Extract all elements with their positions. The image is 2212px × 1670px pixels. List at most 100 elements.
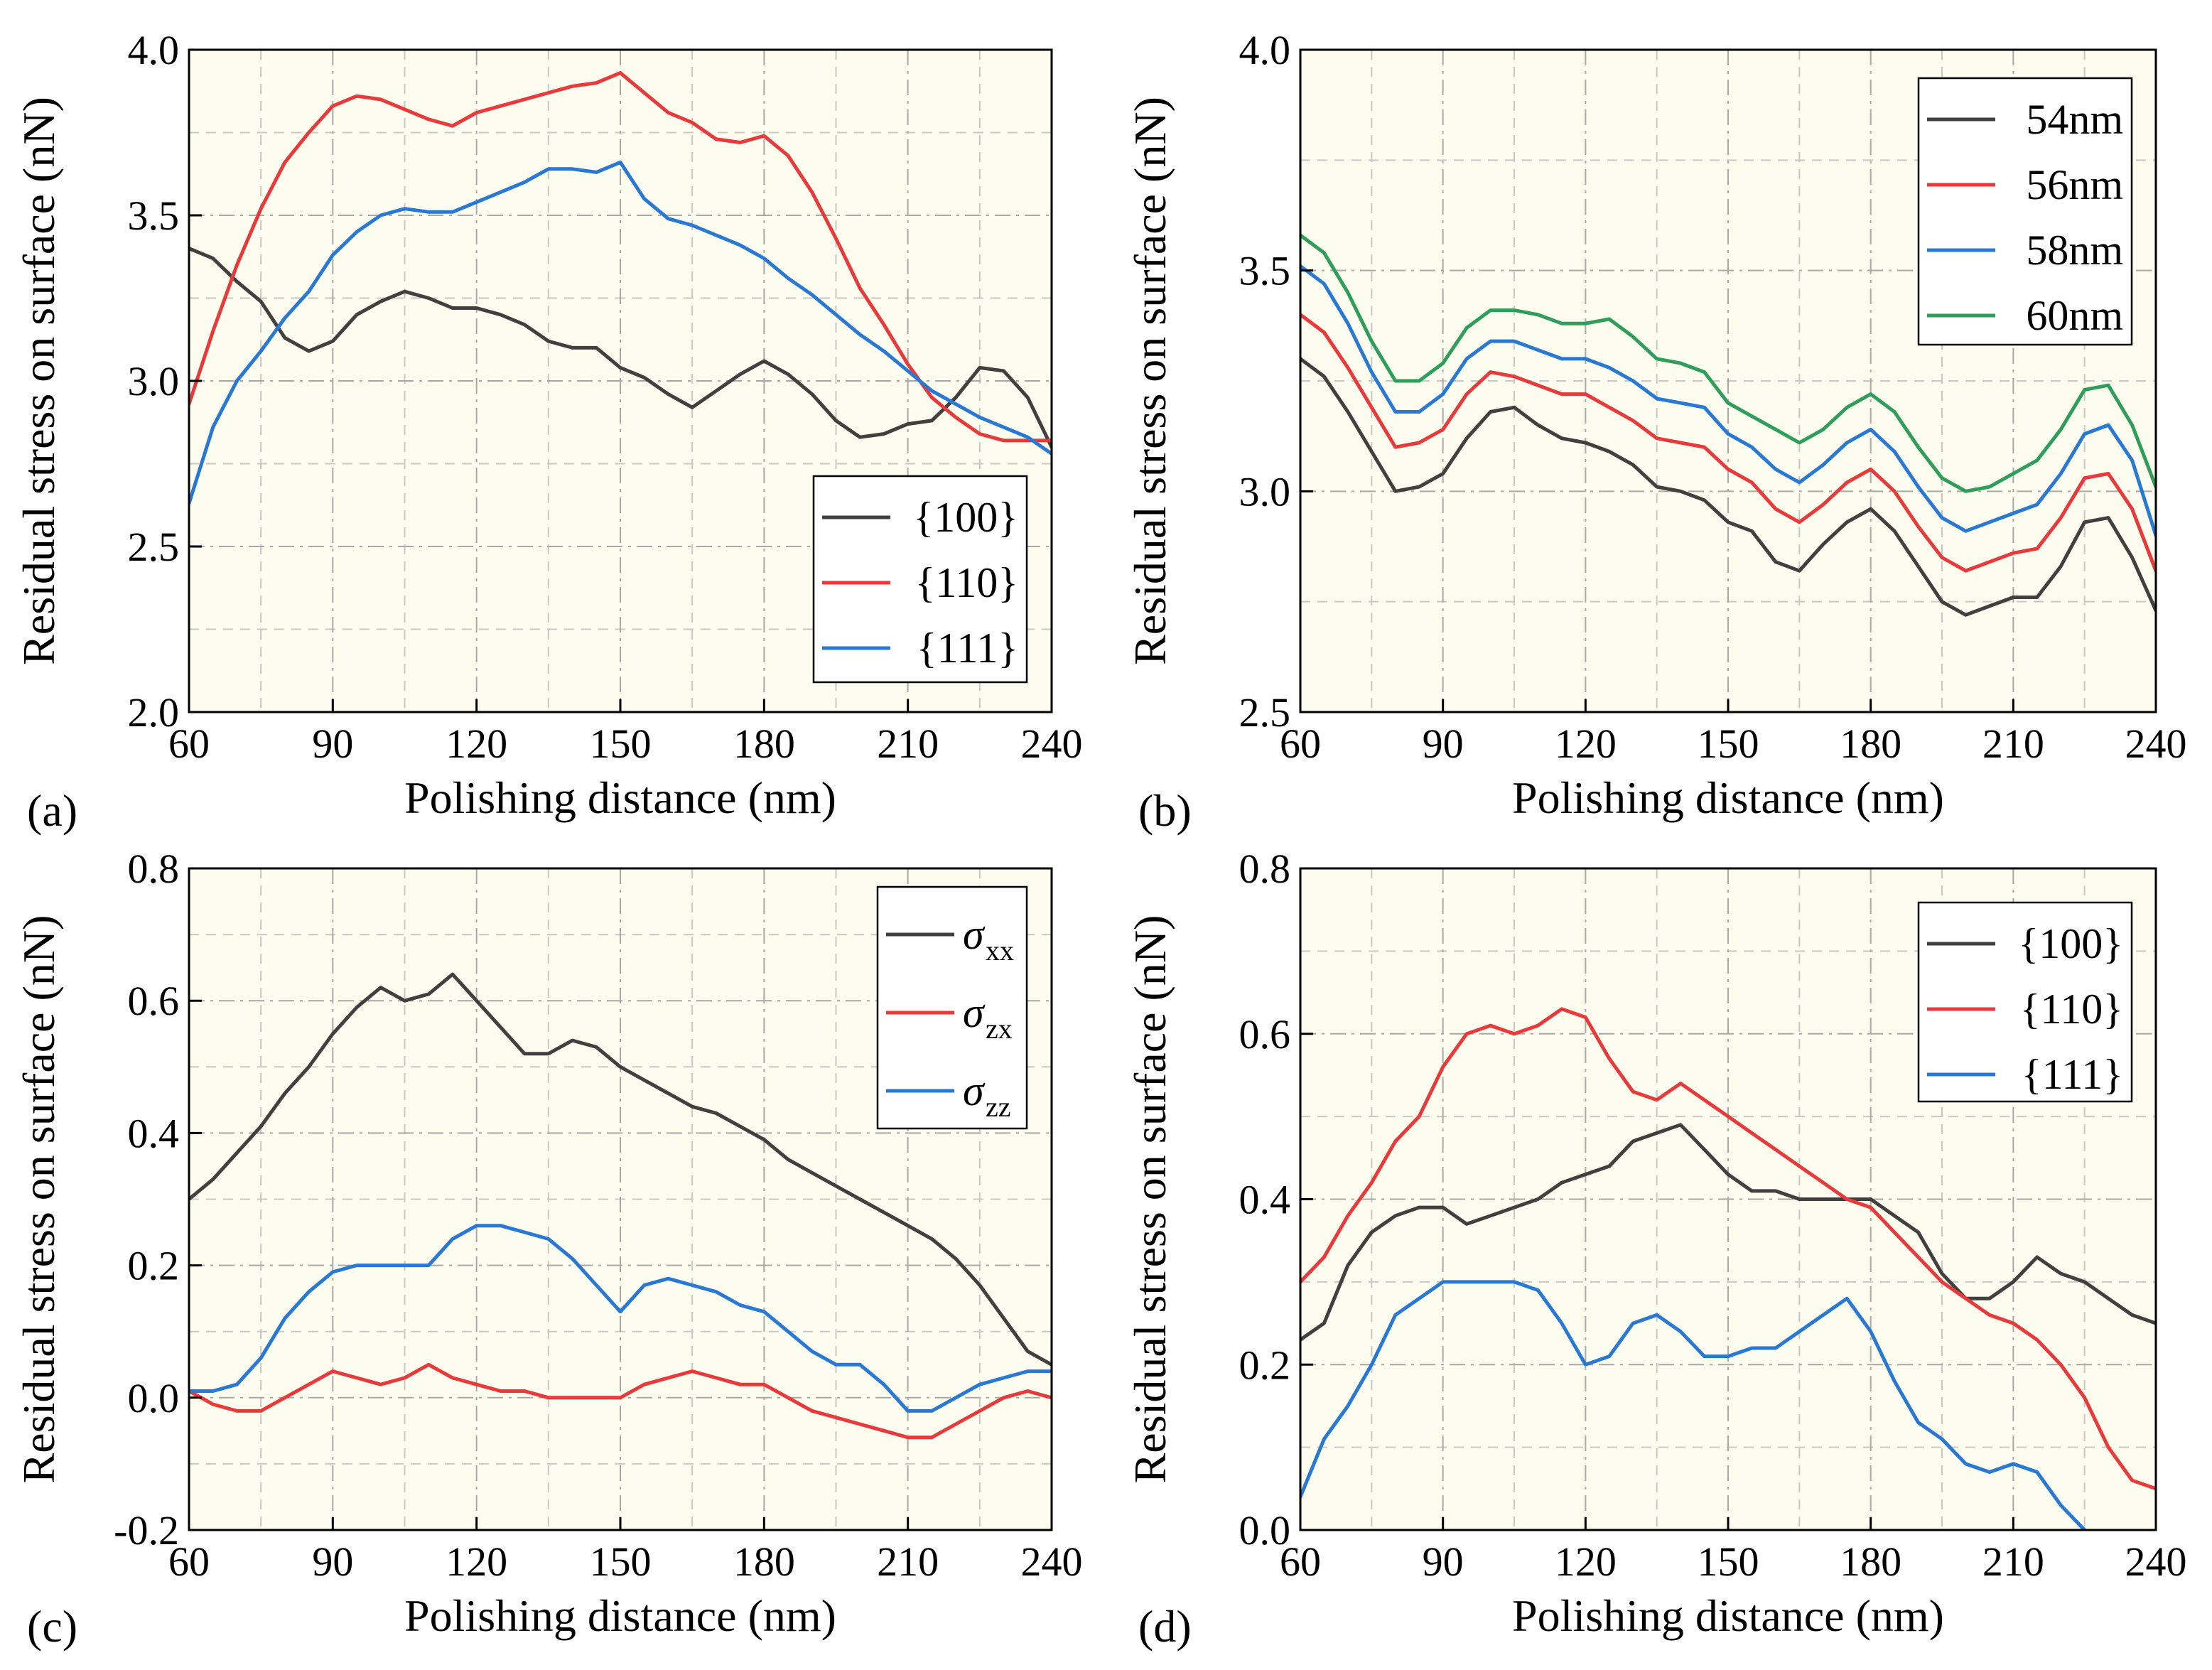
legend: 54nm 56nm 58nm 60nm	[1917, 77, 2133, 346]
panel-label: (a)	[27, 785, 77, 836]
y-tick-label: 3.5	[128, 193, 180, 239]
x-tick-label: 60	[1280, 1539, 1321, 1585]
x-axis-title: Polishing distance (nm)	[1512, 772, 1944, 823]
x-tick-label: 210	[1982, 1539, 2044, 1585]
x-tick-label: 90	[1423, 721, 1464, 767]
series-line-2	[1300, 1007, 2156, 1491]
series-line-3	[1300, 1280, 2087, 1530]
series-line-3	[189, 1224, 1052, 1413]
x-tick-label: 180	[1840, 1539, 1901, 1585]
y-tick-label: 3.0	[1239, 468, 1291, 515]
legend-item: {100}	[822, 494, 1018, 541]
y-tick-label: 4.0	[128, 27, 180, 73]
legend-box	[1917, 77, 2133, 346]
panel-label: (b)	[1138, 785, 1192, 836]
y-tick-label: 0.2	[1239, 1342, 1291, 1388]
chart-panel-d: 60 90 120 150 180 210 240 0.0 0.2 0.4 0.6 0.8 Polish…	[1125, 846, 2187, 1652]
legend-item: {111}	[1927, 1051, 2123, 1098]
x-tick-label: 120	[1555, 721, 1617, 767]
legend-label: {100}	[2018, 920, 2123, 967]
legend-label: 56nm	[2026, 161, 2123, 208]
x-tick-label: 180	[1840, 721, 1901, 767]
x-tick-label: 60	[168, 1539, 210, 1585]
y-axis-title: Residual stress on surface (nN)	[1125, 915, 1175, 1484]
legend-label-subscript: zz	[986, 1091, 1011, 1123]
series-line-1	[1300, 357, 2156, 617]
x-axis-title: Polishing distance (nm)	[404, 1590, 836, 1641]
series-line-1	[189, 972, 1052, 1367]
legend: {100} {110} {111}	[1917, 901, 2133, 1103]
legend-item: σ zz	[886, 1067, 1011, 1123]
x-tick-label: 150	[590, 721, 652, 767]
y-tick-label: 0.4	[128, 1110, 180, 1156]
legend-item: 60nm	[1927, 292, 2123, 339]
legend-item: {110}	[822, 559, 1018, 606]
legend-label: {100}	[913, 494, 1018, 541]
x-axis-title: Polishing distance (nm)	[1512, 1590, 1944, 1641]
series-line-2	[1300, 313, 2156, 573]
y-tick-label: 0.6	[128, 978, 180, 1024]
legend-label: 54nm	[2026, 96, 2123, 143]
legend-item: σ zx	[886, 989, 1013, 1045]
legend-label: σ	[963, 989, 986, 1036]
y-tick-label: 0.4	[1239, 1177, 1291, 1223]
x-tick-label: 60	[1280, 721, 1321, 767]
x-tick-label: 150	[1698, 1539, 1759, 1585]
x-tick-label: 90	[312, 721, 353, 767]
y-axis-title: Residual stress on surface (nN)	[14, 915, 64, 1484]
y-tick-label: 0.8	[128, 846, 180, 892]
x-tick-label: 90	[1423, 1539, 1464, 1585]
y-tick-label: 0.2	[128, 1243, 180, 1289]
y-tick-label: 0.0	[1239, 1507, 1291, 1553]
legend-label: {111}	[2022, 1051, 2123, 1098]
series-line-1	[1300, 1123, 2156, 1342]
legend-label: 58nm	[2026, 227, 2123, 274]
legend-label: σ	[963, 911, 986, 958]
legend-label: {111}	[917, 625, 1018, 672]
panel-label: (d)	[1138, 1601, 1192, 1652]
x-tick-label: 120	[446, 721, 507, 767]
y-tick-label: 4.0	[1239, 27, 1291, 73]
chart-panel-c: 60 90 120 150 180 210 240 -0.2 0.0 0.2 0.4 0.6 0.8 Po…	[14, 846, 1083, 1652]
legend-box	[876, 885, 1028, 1130]
x-tick-label: 60	[168, 721, 210, 767]
y-tick-label: -0.2	[114, 1507, 179, 1553]
x-tick-label: 240	[1021, 1539, 1083, 1585]
y-tick-label: 2.5	[1239, 689, 1291, 736]
series-line-2	[189, 1362, 1052, 1440]
panel-label: (c)	[27, 1601, 77, 1652]
legend-label: 60nm	[2026, 292, 2123, 339]
x-tick-label: 150	[1698, 721, 1759, 767]
legend-box	[1917, 901, 2133, 1103]
chart-panel-a: 60 90 120 150 180 210 240 2.0 2.5 3.0 3.5 4.0 Polish…	[14, 27, 1083, 836]
y-tick-label: 3.0	[128, 358, 180, 404]
legend-label: {110}	[915, 559, 1018, 606]
x-tick-label: 150	[590, 1539, 652, 1585]
legend-item: {111}	[822, 625, 1018, 672]
x-tick-label: 180	[733, 1539, 795, 1585]
legend-item: {100}	[1927, 920, 2123, 967]
y-tick-label: 2.5	[128, 524, 180, 570]
y-tick-label: 3.5	[1239, 248, 1291, 294]
y-axis-title: Residual stress on surface (nN)	[14, 97, 64, 665]
series-line-3	[189, 160, 1052, 505]
chart-panel-b: 60 90 120 150 180 210 240 2.5 3.0 3.5 4.0 Polishing…	[1125, 27, 2187, 836]
y-tick-label: 0.8	[1239, 846, 1291, 892]
x-tick-label: 90	[312, 1539, 353, 1585]
series-line-1	[189, 247, 1052, 449]
legend-item: {110}	[1927, 986, 2123, 1033]
series-line-3	[1300, 264, 2156, 537]
x-tick-label: 210	[877, 721, 939, 767]
x-tick-label: 240	[2125, 721, 2187, 767]
series-line-2	[189, 71, 1052, 443]
legend-label: {110}	[2020, 986, 2123, 1033]
x-tick-label: 240	[1021, 721, 1083, 767]
legend-label-subscript: xx	[986, 934, 1014, 966]
legend-item: 54nm	[1927, 96, 2123, 143]
legend: {100} {110} {111}	[812, 475, 1028, 684]
y-tick-label: 0.0	[128, 1375, 180, 1421]
x-tick-label: 120	[1555, 1539, 1617, 1585]
y-tick-label: 0.6	[1239, 1011, 1291, 1057]
legend-label: σ	[963, 1067, 986, 1114]
